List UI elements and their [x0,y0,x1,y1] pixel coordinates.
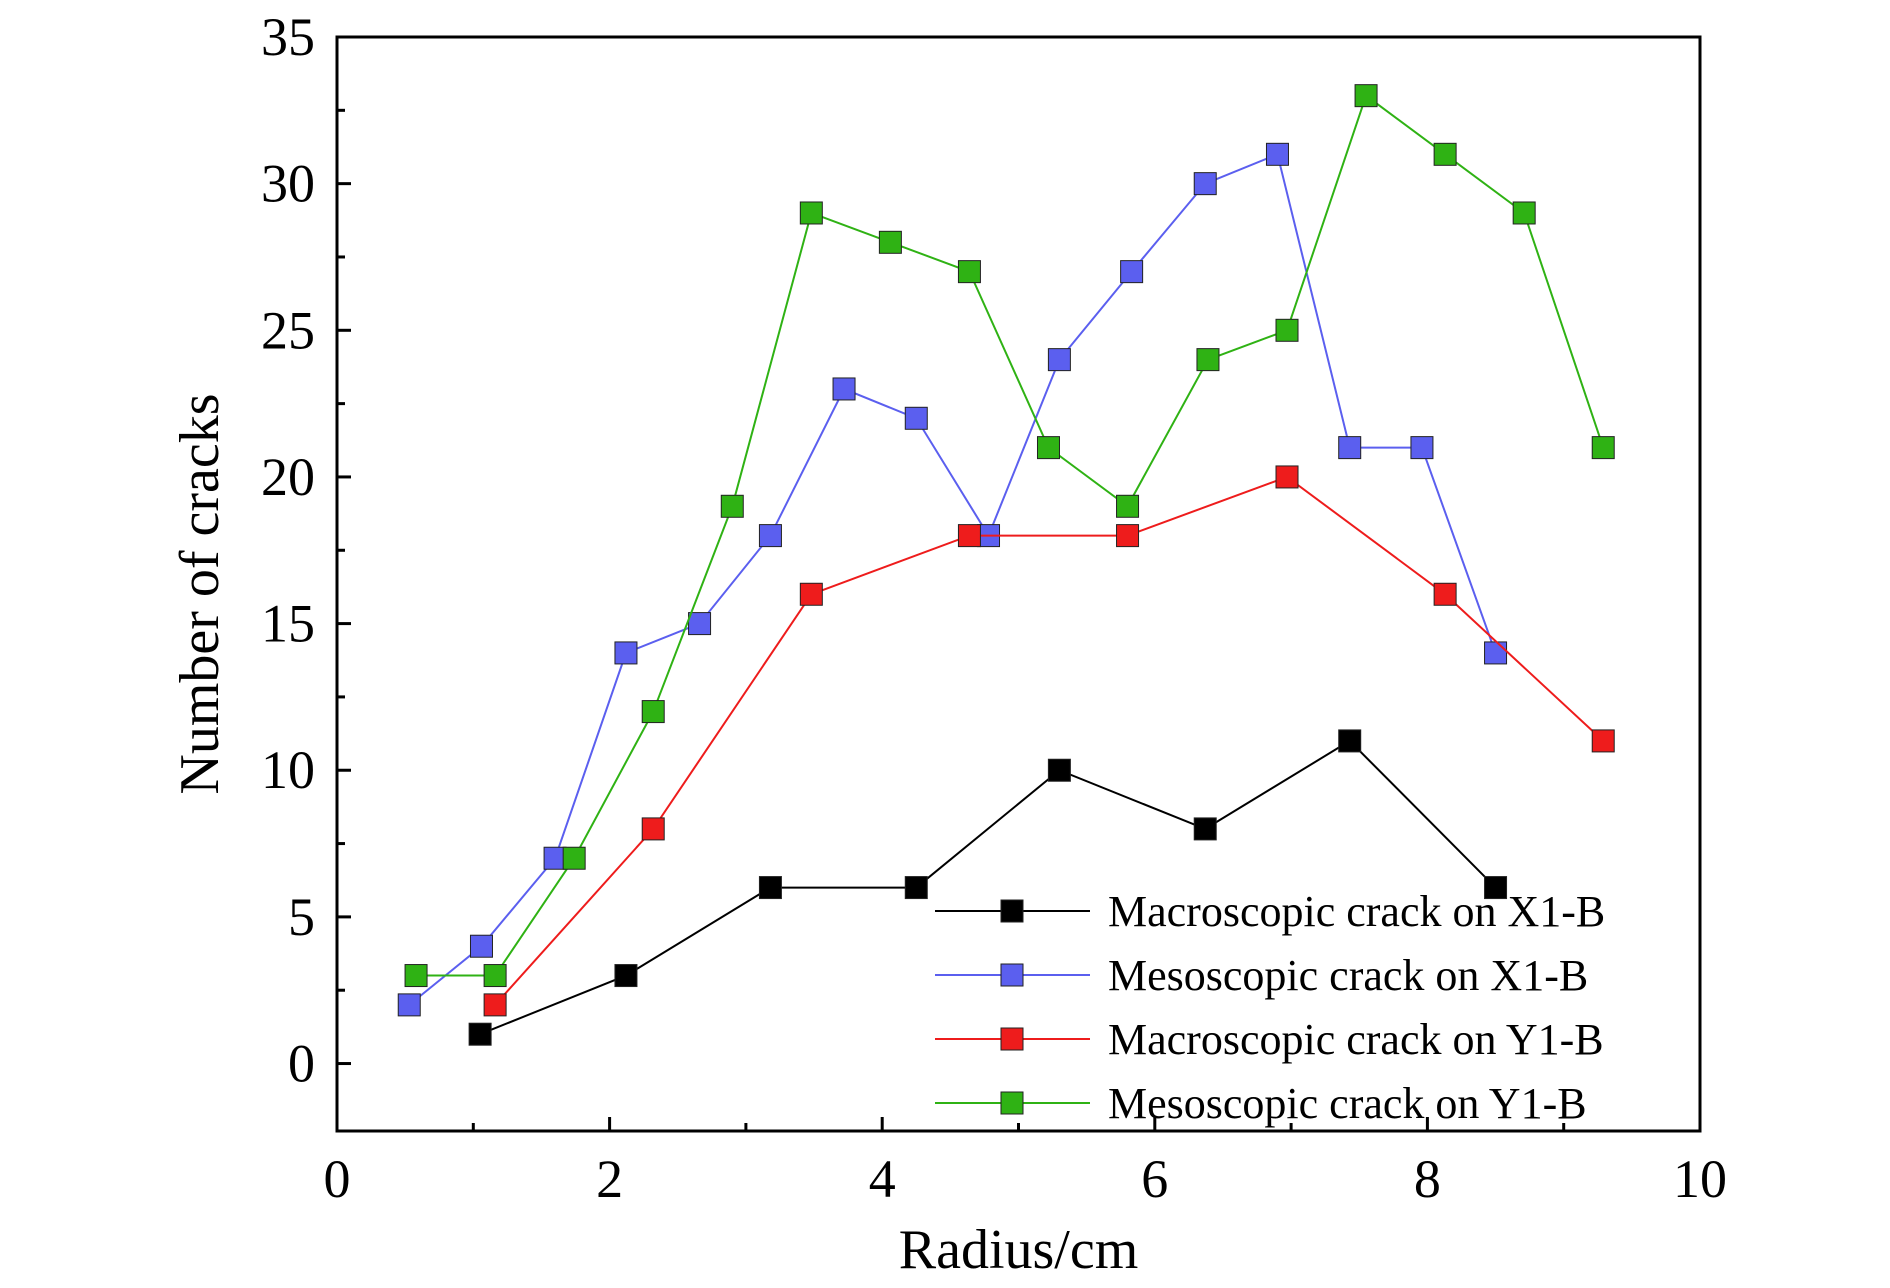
data-point [1116,524,1140,548]
y-tick-label: 5 [288,887,315,947]
series-2 [397,142,1508,1017]
data-point [404,964,428,988]
data-point [1193,817,1217,841]
legend-item: Mesoscopic crack on Y1-B [935,1079,1587,1128]
series-layer [397,84,1615,1046]
data-point [1275,318,1299,342]
series-line [494,475,1604,1006]
x-tick-label: 6 [1141,1149,1168,1209]
data-point [799,582,823,606]
data-point [468,1022,492,1046]
series-3 [483,465,1615,1017]
series-line [416,94,1605,977]
data-point [641,817,665,841]
y-tick-label: 20 [261,447,315,507]
y-axis-title: Number of cracks [169,393,231,794]
x-axis-title: Radius/cm [899,1219,1139,1281]
data-point [720,494,744,518]
series-1 [468,729,1508,1046]
legend-label: Macroscopic crack on X1-B [1108,887,1605,936]
data-point [1193,172,1217,196]
data-point [1338,436,1362,460]
y-tick-label: 25 [261,300,315,360]
data-point [904,406,928,430]
y-tick-label: 15 [261,594,315,654]
data-point [688,612,712,636]
data-point [1265,142,1289,166]
x-tick-label: 0 [324,1149,351,1209]
data-point [1275,465,1299,489]
y-tick-label: 35 [261,7,315,67]
legend-marker [1000,899,1024,923]
data-point [1116,494,1140,518]
legend-marker [1000,963,1024,987]
x-tick-label: 8 [1414,1149,1441,1209]
data-point [1047,348,1071,372]
data-point [1433,582,1457,606]
data-point [469,934,493,958]
data-point [1354,84,1378,108]
y-tick-label: 0 [288,1034,315,1094]
y-tick-label: 30 [261,154,315,214]
data-point [483,993,507,1017]
data-point [614,964,638,988]
data-point [832,377,856,401]
data-point [1410,436,1434,460]
data-point [957,524,981,548]
data-point [397,993,421,1017]
legend-label: Macroscopic crack on Y1-B [1108,1015,1604,1064]
data-point [878,230,902,254]
series-4 [404,84,1615,988]
y-tick-label: 10 [261,740,315,800]
data-point [904,876,928,900]
data-point [1512,201,1536,225]
data-point [758,876,782,900]
legend-label: Mesoscopic crack on X1-B [1108,951,1588,1000]
legend-item: Mesoscopic crack on X1-B [935,951,1588,1000]
x-tick-label: 2 [596,1149,623,1209]
data-point [1036,436,1060,460]
data-point [1338,729,1362,753]
data-point [1484,641,1508,665]
data-point [1120,260,1144,284]
x-tick-label: 10 [1673,1149,1727,1209]
data-point [562,846,586,870]
x-tick-label: 4 [869,1149,896,1209]
legend-item: Macroscopic crack on X1-B [935,887,1605,936]
data-point [1196,348,1220,372]
data-point [957,260,981,284]
legend-marker [1000,1027,1024,1051]
legend-label: Mesoscopic crack on Y1-B [1108,1079,1587,1128]
data-point [1047,758,1071,782]
axis-ticks: 0 2 4 6 8 10 0 5 10 15 20 25 30 35 [261,7,1727,1209]
data-point [614,641,638,665]
legend-item: Macroscopic crack on Y1-B [935,1015,1604,1064]
data-point [483,964,507,988]
data-point [1484,876,1508,900]
data-point [799,201,823,225]
data-point [641,700,665,724]
data-point [1591,729,1615,753]
data-point [1433,142,1457,166]
series-line [408,152,1497,1006]
series-line [479,739,1497,1036]
data-point [1591,436,1615,460]
legend-marker [1000,1091,1024,1115]
legend: Macroscopic crack on X1-B Mesoscopic crac… [935,887,1605,1128]
data-point [758,524,782,548]
